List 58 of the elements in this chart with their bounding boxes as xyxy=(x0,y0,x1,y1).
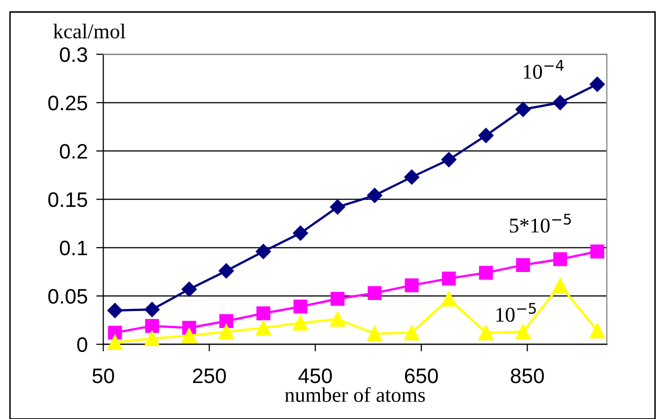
point xyxy=(330,312,346,327)
x-tick-label: 250 xyxy=(192,368,226,384)
point xyxy=(330,292,345,306)
x-tick-label: 650 xyxy=(404,368,438,384)
point xyxy=(442,272,456,286)
y-tick-label: 0.15 xyxy=(48,192,88,208)
y-tick-label: 0.3 xyxy=(60,47,88,62)
point xyxy=(441,152,456,168)
point xyxy=(256,244,271,260)
point xyxy=(368,286,382,300)
x-tick-label: 450 xyxy=(298,368,332,384)
point xyxy=(553,252,568,266)
point xyxy=(590,323,605,338)
y-tick-label: 0 xyxy=(77,337,88,352)
point xyxy=(404,325,420,340)
point xyxy=(367,326,382,342)
x-tick-label: 850 xyxy=(510,368,544,384)
point xyxy=(144,302,160,318)
x-tick-label: 50 xyxy=(92,368,114,384)
series-label: 10$^{−5}$ xyxy=(496,302,536,322)
series-label: 10$^{−4}$ xyxy=(524,60,564,79)
point xyxy=(441,291,456,307)
x-axis-title: number of atoms xyxy=(284,387,425,402)
point xyxy=(590,244,604,258)
point xyxy=(479,266,493,280)
point xyxy=(107,334,123,350)
point xyxy=(478,128,494,144)
point xyxy=(218,263,234,278)
point xyxy=(404,169,420,185)
point xyxy=(182,282,197,297)
point xyxy=(182,328,197,344)
point xyxy=(144,330,160,346)
point xyxy=(108,326,122,340)
point xyxy=(516,258,530,272)
point xyxy=(367,188,382,204)
point xyxy=(515,102,531,117)
point xyxy=(145,318,160,333)
point xyxy=(219,314,234,328)
point xyxy=(552,95,568,110)
point xyxy=(107,302,123,318)
point xyxy=(292,315,308,331)
point xyxy=(256,306,270,320)
y-tick-label: 0.25 xyxy=(48,96,88,110)
point xyxy=(256,320,271,336)
y-tick-label: 0.1 xyxy=(60,240,88,256)
y-tick-label: 0.05 xyxy=(48,288,88,304)
point xyxy=(478,325,494,340)
point xyxy=(330,199,346,215)
point xyxy=(294,300,308,314)
point xyxy=(590,76,605,92)
series-label: 5*10$^{−5}$ xyxy=(510,214,571,233)
point xyxy=(552,278,568,293)
y-tick-label: 0.2 xyxy=(60,144,87,159)
point xyxy=(404,278,419,292)
point xyxy=(218,324,234,340)
point xyxy=(292,226,308,241)
y-axis-title: kcal/mol xyxy=(53,24,126,38)
point xyxy=(515,324,531,340)
